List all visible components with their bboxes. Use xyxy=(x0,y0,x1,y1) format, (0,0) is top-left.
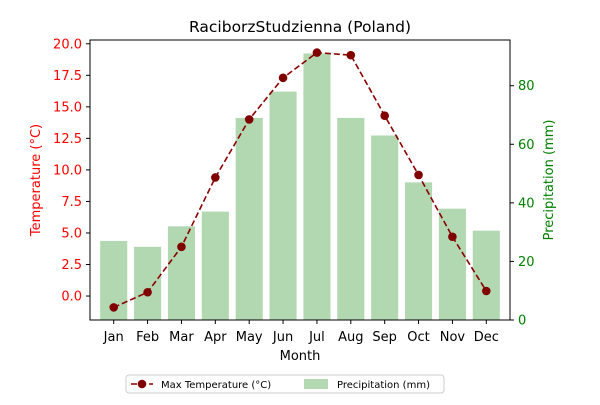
x-axis-tick-label: Jun xyxy=(272,330,293,345)
left-axis-tick-label: 17.5 xyxy=(53,69,82,84)
temperature-marker xyxy=(244,115,254,124)
left-axis-label: Temperature (°C) xyxy=(29,124,44,237)
x-axis-tick-label: Apr xyxy=(204,330,227,345)
temperature-marker xyxy=(109,303,119,312)
temperature-line xyxy=(113,51,487,309)
precipitation-bars xyxy=(100,53,500,320)
temperature-marker xyxy=(414,170,423,180)
right-axis-label: Precipitation (mm) xyxy=(542,120,557,241)
right-axis-tick-label: 20 xyxy=(518,255,535,270)
precipitation-bar xyxy=(167,226,195,320)
temperature-marker xyxy=(346,50,356,60)
temperature-marker xyxy=(448,232,457,242)
x-axis-tick-label: Nov xyxy=(440,330,466,345)
x-axis-tick-label: Jan xyxy=(103,330,124,345)
left-axis-tick-label: 2.5 xyxy=(61,258,82,273)
temperature-marker xyxy=(278,73,288,83)
temperature-marker xyxy=(211,173,220,182)
x-axis-tick-label: Mar xyxy=(169,330,194,345)
x-axis-tick-label: Sep xyxy=(372,330,397,345)
left-axis-tick-label: 7.5 xyxy=(61,195,82,210)
x-axis-tick-label: Jul xyxy=(308,330,325,345)
left-axis-tick-label: 5.0 xyxy=(61,226,82,241)
temperature-marker xyxy=(312,48,322,57)
temperature-marker xyxy=(177,242,186,252)
x-axis-tick-label: Oct xyxy=(407,330,429,345)
temperature-line-layer xyxy=(109,48,491,312)
precipitation-bar xyxy=(134,246,162,320)
right-axis-tick-label: 0 xyxy=(518,314,526,329)
legend-label-temperature: Max Temperature (°C) xyxy=(161,380,271,391)
precipitation-bar xyxy=(201,211,229,320)
x-axis-tick-label: Feb xyxy=(136,330,159,345)
precipitation-bar xyxy=(303,53,331,320)
left-axis-tick-label: 15.0 xyxy=(53,100,82,115)
axes: 0.0 2.5 5.0 7.5 10.0 12.5 15.0 17.5 20.0 0 20 40 60 8… xyxy=(53,37,535,345)
temperature-marker xyxy=(380,111,389,120)
precipitation-bar xyxy=(405,182,433,320)
temperature-marker xyxy=(143,287,152,297)
precipitation-bar xyxy=(337,117,365,320)
temperature-marker xyxy=(481,286,491,296)
left-axis-tick-label: 12.5 xyxy=(53,132,82,147)
right-axis-tick-label: 80 xyxy=(518,79,535,94)
left-axis-tick-label: 20.0 xyxy=(53,37,82,52)
right-axis-tick-label: 40 xyxy=(518,196,535,211)
axis-labels: RaciborzStudzienna (Poland) Month Temperat… xyxy=(29,18,557,364)
precipitation-bar xyxy=(269,91,297,320)
x-axis-tick-label: May xyxy=(236,330,263,345)
plot-frame xyxy=(89,39,511,321)
legend-bar-swatch xyxy=(304,379,328,389)
right-axis-tick-label: 60 xyxy=(518,138,535,153)
x-axis-tick-label: Aug xyxy=(338,330,363,345)
x-axis-label: Month xyxy=(280,349,321,364)
legend: Max Temperature (°C) Precipitation (mm) xyxy=(125,374,445,394)
chart-title: RaciborzStudzienna (Poland) xyxy=(189,18,411,36)
left-axis-tick-label: 0.0 xyxy=(61,290,82,305)
x-axis-tick-label: Dec xyxy=(474,330,499,345)
legend-label-precipitation: Precipitation (mm) xyxy=(337,380,430,391)
legend-box xyxy=(125,374,445,394)
left-axis-tick-label: 10.0 xyxy=(53,163,82,178)
legend-marker-swatch xyxy=(137,379,147,389)
precipitation-bar xyxy=(371,135,399,320)
precipitation-bar xyxy=(235,117,263,320)
precipitation-bar xyxy=(438,208,466,320)
